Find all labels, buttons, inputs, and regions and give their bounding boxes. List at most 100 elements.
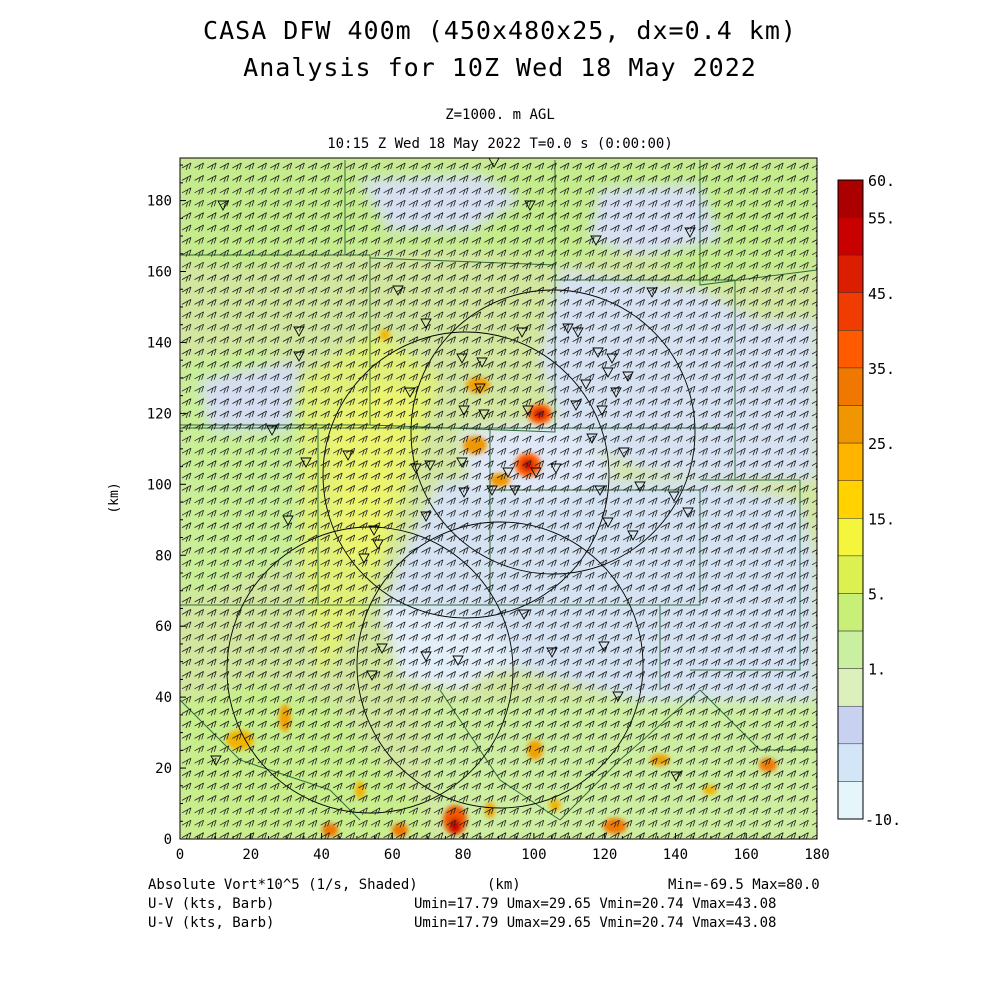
station-marker bbox=[266, 425, 278, 436]
station-marker bbox=[478, 409, 490, 420]
station-marker bbox=[524, 200, 536, 211]
level-label: Z=1000. m AGL bbox=[445, 107, 555, 123]
station-marker bbox=[458, 487, 470, 498]
x-tick-label: 20 bbox=[242, 847, 259, 863]
chart-title-line1: CASA DFW 400m (450x480x25, dx=0.4 km) bbox=[203, 16, 797, 45]
colorbar-label: 5. bbox=[868, 585, 886, 603]
colorbar-frame bbox=[837, 179, 864, 820]
station-marker bbox=[596, 405, 608, 416]
y-tick-label: 100 bbox=[147, 477, 172, 493]
station-marker bbox=[372, 539, 384, 550]
station-marker bbox=[424, 460, 436, 471]
station-marker bbox=[580, 379, 592, 390]
station-marker bbox=[217, 200, 229, 211]
station-markers bbox=[210, 158, 696, 782]
y-tick-label: 0 bbox=[164, 832, 172, 848]
station-marker bbox=[592, 347, 604, 358]
colorbar-label: 15. bbox=[868, 510, 895, 528]
colorbar-label: 45. bbox=[868, 285, 895, 303]
x-tick-label: 40 bbox=[313, 847, 330, 863]
colorbar-label: -10. bbox=[865, 811, 901, 829]
x-tick-label: 120 bbox=[592, 847, 617, 863]
station-marker bbox=[516, 327, 528, 338]
station-marker bbox=[627, 530, 639, 541]
station-marker bbox=[293, 351, 305, 362]
colorbar: 60. 55. 45. 35. 25. 15. 5. 1. -10. bbox=[837, 172, 901, 829]
x-tick-label: 80 bbox=[455, 847, 472, 863]
wind-barbs bbox=[181, 162, 817, 839]
barb-set bbox=[181, 162, 817, 839]
station-marker bbox=[358, 553, 370, 564]
station-marker bbox=[670, 771, 682, 782]
y-axis-label: (km) bbox=[107, 482, 122, 513]
barb-label-2: U-V (kts, Barb) bbox=[148, 915, 275, 931]
station-marker bbox=[682, 507, 694, 518]
station-marker bbox=[518, 609, 530, 620]
station-marker bbox=[610, 387, 622, 398]
station-marker bbox=[456, 457, 468, 468]
vorticity-field bbox=[180, 158, 817, 839]
colorbar-bin bbox=[837, 179, 864, 218]
station-marker bbox=[668, 491, 680, 502]
station-marker bbox=[586, 433, 598, 444]
colorbar-bin bbox=[837, 480, 864, 519]
station-marker bbox=[282, 515, 294, 526]
station-marker bbox=[602, 367, 614, 378]
colorbar-bin bbox=[837, 405, 864, 444]
min-max-label: Min=-69.5 Max=80.0 bbox=[668, 877, 820, 893]
y-tick-label: 40 bbox=[155, 690, 172, 706]
station-marker bbox=[550, 463, 562, 474]
axes: 0 20 40 60 80 100 120 140 160 180 0 20 40 60 80 100 120 1… bbox=[147, 164, 830, 863]
station-marker bbox=[612, 691, 624, 702]
colorbar-bin bbox=[837, 630, 864, 669]
colorbar-bin bbox=[837, 743, 864, 782]
colorbar-bin bbox=[837, 330, 864, 369]
station-marker bbox=[622, 371, 634, 382]
station-marker bbox=[684, 227, 696, 238]
station-marker bbox=[522, 405, 534, 416]
y-tick-label: 60 bbox=[155, 619, 172, 635]
colorbar-bin bbox=[837, 668, 864, 707]
station-marker bbox=[570, 400, 582, 411]
station-marker bbox=[368, 525, 380, 536]
station-marker bbox=[474, 383, 486, 394]
station-marker bbox=[420, 318, 432, 329]
station-marker bbox=[618, 447, 630, 458]
station-marker bbox=[502, 467, 514, 478]
station-marker bbox=[392, 285, 404, 296]
x-axis-label: (km) bbox=[487, 877, 521, 893]
barb-stats-1: Umin=17.79 Umax=29.65 Vmin=20.74 Vmax=43… bbox=[414, 896, 777, 912]
station-marker bbox=[452, 655, 464, 666]
station-marker bbox=[602, 517, 614, 528]
colorbar-label: 55. bbox=[868, 210, 895, 228]
station-marker bbox=[634, 481, 646, 492]
county-boundaries bbox=[180, 160, 817, 821]
station-marker bbox=[420, 511, 432, 522]
x-tick-label: 0 bbox=[176, 847, 184, 863]
colorbar-label: 35. bbox=[868, 360, 895, 378]
colorbar-label: 1. bbox=[868, 661, 886, 679]
station-marker bbox=[366, 670, 378, 681]
station-marker bbox=[410, 463, 422, 474]
station-marker bbox=[509, 485, 521, 496]
station-marker bbox=[546, 647, 558, 658]
x-tick-label: 100 bbox=[521, 847, 546, 863]
colorbar-bin bbox=[837, 593, 864, 632]
station-marker bbox=[606, 353, 618, 364]
valid-time-label: 10:15 Z Wed 18 May 2022 T=0.0 s (0:00:00… bbox=[327, 136, 673, 152]
station-marker bbox=[594, 485, 606, 496]
y-tick-label: 20 bbox=[155, 761, 172, 777]
y-tick-label: 140 bbox=[147, 335, 172, 351]
field-label: Absolute Vort*10^5 (1/s, Shaded) bbox=[148, 877, 418, 893]
x-tick-label: 160 bbox=[734, 847, 759, 863]
barb-stats-2: Umin=17.79 Umax=29.65 Vmin=20.74 Vmax=43… bbox=[414, 915, 777, 931]
colorbar-bin bbox=[837, 518, 864, 557]
y-tick-label: 120 bbox=[147, 406, 172, 422]
colorbar-bin bbox=[837, 367, 864, 406]
chart-title-line2: Analysis for 10Z Wed 18 May 2022 bbox=[243, 53, 757, 82]
colorbar-bin bbox=[837, 705, 864, 745]
y-tick-label: 160 bbox=[147, 265, 172, 281]
barb-label-1: U-V (kts, Barb) bbox=[148, 896, 275, 912]
station-marker bbox=[572, 327, 584, 338]
